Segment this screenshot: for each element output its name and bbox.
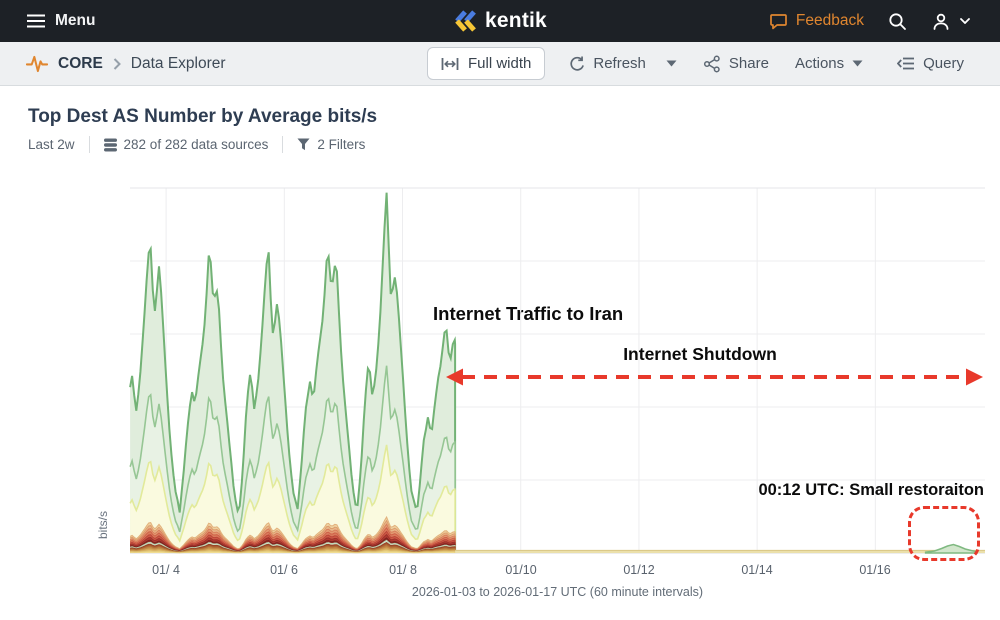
caret-down-icon xyxy=(666,60,677,67)
x-axis-tick: 01/10 xyxy=(505,563,537,577)
full-width-label: Full width xyxy=(468,55,532,72)
hamburger-icon xyxy=(27,14,45,28)
pulse-icon xyxy=(26,55,48,72)
divider xyxy=(282,136,284,153)
explorer-toolbar: CORE Data Explorer Full width Refresh xyxy=(0,42,1000,86)
x-axis-tick: 01/12 xyxy=(623,563,655,577)
feedback-label: Feedback xyxy=(795,12,864,29)
breadcrumb: CORE Data Explorer xyxy=(26,53,226,75)
speech-bubble-icon xyxy=(770,14,787,30)
refresh-icon xyxy=(570,56,585,71)
x-axis-tick: 01/ 8 xyxy=(389,563,417,577)
search-icon[interactable] xyxy=(888,12,907,31)
x-axis-tick: 01/16 xyxy=(859,563,891,577)
time-range-label: Last 2w xyxy=(28,137,75,152)
refresh-button[interactable]: Refresh xyxy=(567,55,646,73)
divider xyxy=(88,136,90,153)
actions-label: Actions xyxy=(794,55,845,72)
breadcrumb-page[interactable]: Data Explorer xyxy=(130,54,226,72)
annotation-shutdown: Internet Shutdown xyxy=(623,344,777,364)
query-label: Query xyxy=(923,55,964,72)
user-icon xyxy=(933,13,949,30)
filter-funnel-icon xyxy=(297,138,310,151)
data-sources-label: 282 of 282 data sources xyxy=(123,137,269,152)
annotation-restoration: 00:12 UTC: Small restoraiton xyxy=(758,481,984,499)
user-menu-button[interactable] xyxy=(931,12,970,31)
caret-down-icon xyxy=(852,60,863,67)
database-icon xyxy=(103,138,117,151)
stacked-area-chart[interactable] xyxy=(100,180,1000,565)
query-icon xyxy=(897,57,915,70)
breadcrumb-product[interactable]: CORE xyxy=(58,54,103,72)
x-axis-tick: 01/14 xyxy=(741,563,773,577)
kentik-logo-icon xyxy=(455,10,476,32)
share-label: Share xyxy=(728,55,769,72)
query-button[interactable]: Query xyxy=(897,55,964,72)
kentik-logo: kentik xyxy=(453,9,547,33)
chart-caption: 2026-01-03 to 2026-01-17 UTC (60 minute … xyxy=(411,585,704,599)
query-meta-row: Last 2w 282 of 282 data sources 2 Filter… xyxy=(28,136,1000,153)
x-axis-tick: 01/ 6 xyxy=(270,563,298,577)
filters-label: 2 Filters xyxy=(317,137,366,152)
actions-button[interactable]: Actions xyxy=(795,55,863,72)
y-axis-label: bits/s xyxy=(96,511,110,540)
chevron-right-icon xyxy=(113,57,121,70)
share-icon xyxy=(703,55,720,72)
menu-label: Menu xyxy=(55,12,96,29)
data-sources-chip[interactable]: 282 of 282 data sources xyxy=(103,137,269,152)
share-button[interactable]: Share xyxy=(703,55,769,73)
chart-area: Internet Traffic to Iran bits/s 01/ 4 01… xyxy=(0,170,1000,620)
feedback-button[interactable]: Feedback xyxy=(769,12,864,30)
restoration-highlight-box xyxy=(908,506,980,561)
top-navigation-bar: Menu kentik Feedback xyxy=(0,0,1000,42)
refresh-dropdown-caret[interactable] xyxy=(666,60,677,67)
x-axis-tick: 01/ 4 xyxy=(152,563,180,577)
filters-chip[interactable]: 2 Filters xyxy=(297,137,365,152)
topbar-actions: Feedback xyxy=(769,12,970,31)
toolbar-actions: Full width Refresh Share Act xyxy=(427,47,964,80)
annotation-traffic-title: Internet Traffic to Iran xyxy=(433,303,624,324)
brand-name: kentik xyxy=(485,9,547,32)
time-range-chip[interactable]: Last 2w xyxy=(28,137,75,152)
shutdown-arrow xyxy=(446,368,983,386)
full-width-button[interactable]: Full width xyxy=(427,47,546,80)
menu-button[interactable]: Menu xyxy=(27,12,95,30)
full-width-icon xyxy=(441,57,459,70)
refresh-label: Refresh xyxy=(593,55,646,72)
chevron-down-icon xyxy=(960,18,970,24)
page-title: Top Dest AS Number by Average bits/s xyxy=(28,106,378,127)
